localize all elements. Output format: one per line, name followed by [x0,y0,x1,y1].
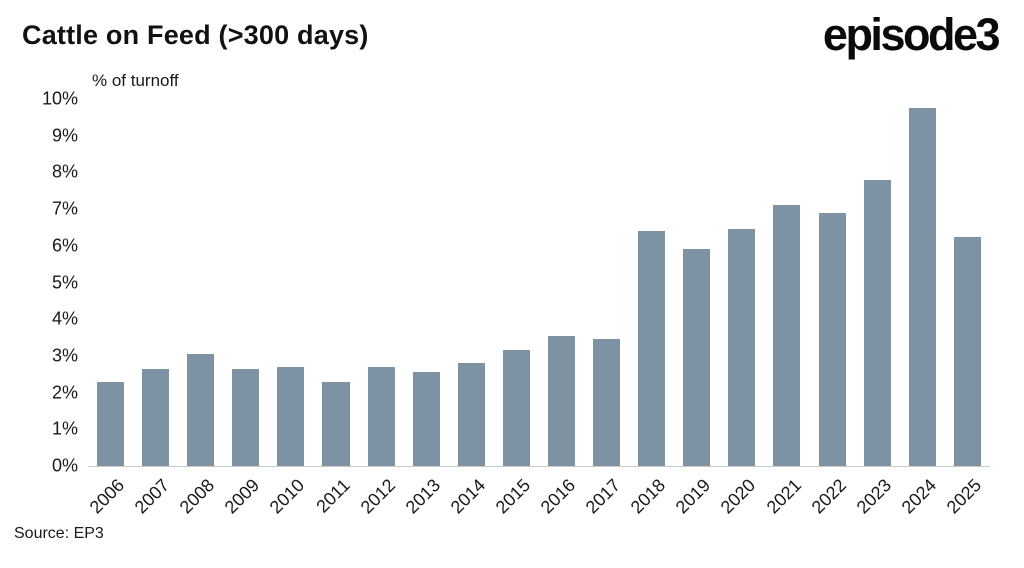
x-label-slot: 2023 [852,467,900,523]
x-label-slot: 2013 [401,467,449,523]
x-label-slot: 2017 [581,467,629,523]
x-tick-label: 2009 [221,475,264,518]
x-label-slot: 2024 [897,467,945,523]
bar-2016 [547,335,575,466]
x-tick-label: 2006 [85,475,129,518]
bars [88,99,990,466]
x-tick-label: 2021 [762,475,805,518]
bar-slot [539,99,584,466]
bar-slot [404,99,449,466]
x-label-slot: 2019 [672,467,719,523]
x-label-slot: 2022 [807,467,855,523]
y-tick-label: 3% [51,345,78,366]
x-tick-label: 2020 [717,475,760,518]
x-tick-label: 2012 [356,475,399,518]
y-tick-label: 2% [51,382,78,403]
y-tick-label: 1% [51,418,78,439]
x-tick-label: 2015 [491,475,535,518]
y-tick-label: 9% [51,125,78,146]
bar-slot [268,99,313,466]
x-tick-label: 2024 [897,475,940,518]
x-label-slot: 2020 [717,467,764,523]
x-tick-label: 2011 [312,475,354,517]
x-label-slot: 2012 [356,467,404,523]
plot-area: % of turnoff 10% 9% 8% 7% 6% 5% 4% 3% 2% 1% 0% [42,71,990,476]
bar-slot [359,99,404,466]
bar-2011 [322,381,350,466]
x-tick-label: 2023 [852,475,895,518]
x-label-slot: 2008 [176,467,223,523]
bar-slot [719,99,764,466]
y-tick-label: 8% [51,161,78,182]
bar-2020 [728,229,756,466]
x-label-slot: 2007 [130,467,178,523]
x-tick-label: 2019 [672,475,715,518]
x-tick-label: 2017 [581,475,625,518]
x-label-slot: 2025 [942,467,990,523]
bar-2015 [502,350,530,466]
bar-slot [88,99,133,466]
x-tick-label: 2014 [446,475,490,518]
x-label-slot: 2006 [85,467,133,523]
bar-2019 [683,249,711,466]
y-tick-label: 7% [51,198,78,219]
x-label-slot: 2018 [626,467,674,523]
bar-2018 [638,231,666,466]
bar-2008 [187,354,215,466]
bar-slot [900,99,945,466]
bar-2013 [412,372,440,466]
bar-slot [223,99,268,466]
x-label-slot: 2015 [491,467,539,523]
x-tick-label: 2018 [626,475,670,518]
x-axis-labels: 2006 2007 2008 2009 2010 2011 2012 2013 2014 2015… [85,467,990,523]
y-tick-label: 5% [51,272,78,292]
y-axis-title: % of turnoff [92,71,179,90]
y-tick-label: 10% [41,88,78,109]
bar-slot [449,99,494,466]
bar-slot [178,99,223,466]
bar-2010 [277,366,305,466]
bar-2024 [908,108,936,466]
x-tick-label: 2016 [536,475,580,518]
header: Cattle on Feed (>300 days) episode3 [0,0,1024,57]
source-note: Source: EP3 [14,525,104,542]
bar-slot [133,99,178,466]
x-tick-label: 2025 [942,475,986,518]
bar-2025 [953,236,981,466]
brand-logo: episode3 [822,9,1001,60]
x-tick-label: 2022 [807,475,850,518]
x-label-slot: 2010 [266,467,313,523]
y-tick-label: 0% [51,455,78,476]
bar-slot [494,99,539,466]
bar-2022 [818,212,846,466]
x-label-slot: 2011 [312,467,358,523]
bar-2014 [457,363,485,466]
page-title: Cattle on Feed (>300 days) [22,20,369,50]
bar-2012 [367,366,395,466]
bar-slot [764,99,809,466]
bar-slot [945,99,990,466]
bar-slot [674,99,719,466]
x-tick-label: 2008 [176,475,219,518]
x-label-slot: 2009 [221,467,268,523]
bar-2009 [232,368,260,466]
x-tick-label: 2013 [401,475,444,518]
bar-slot [629,99,674,466]
x-label-slot: 2014 [446,467,494,523]
x-tick-label: 2007 [130,475,174,518]
bar-slot [810,99,855,466]
x-label-slot: 2016 [536,467,584,523]
bar-slot [313,99,358,466]
bar-2021 [773,205,801,466]
x-tick-label: 2010 [266,475,309,518]
bar-2006 [97,381,125,466]
y-tick-label: 6% [51,235,78,256]
y-tick-label: 4% [51,308,78,329]
bar-2017 [593,339,621,466]
bar-slot [855,99,900,466]
x-label-slot: 2021 [762,467,809,523]
bar-slot [584,99,629,466]
bar-2007 [142,368,170,466]
bar-2023 [863,179,891,466]
